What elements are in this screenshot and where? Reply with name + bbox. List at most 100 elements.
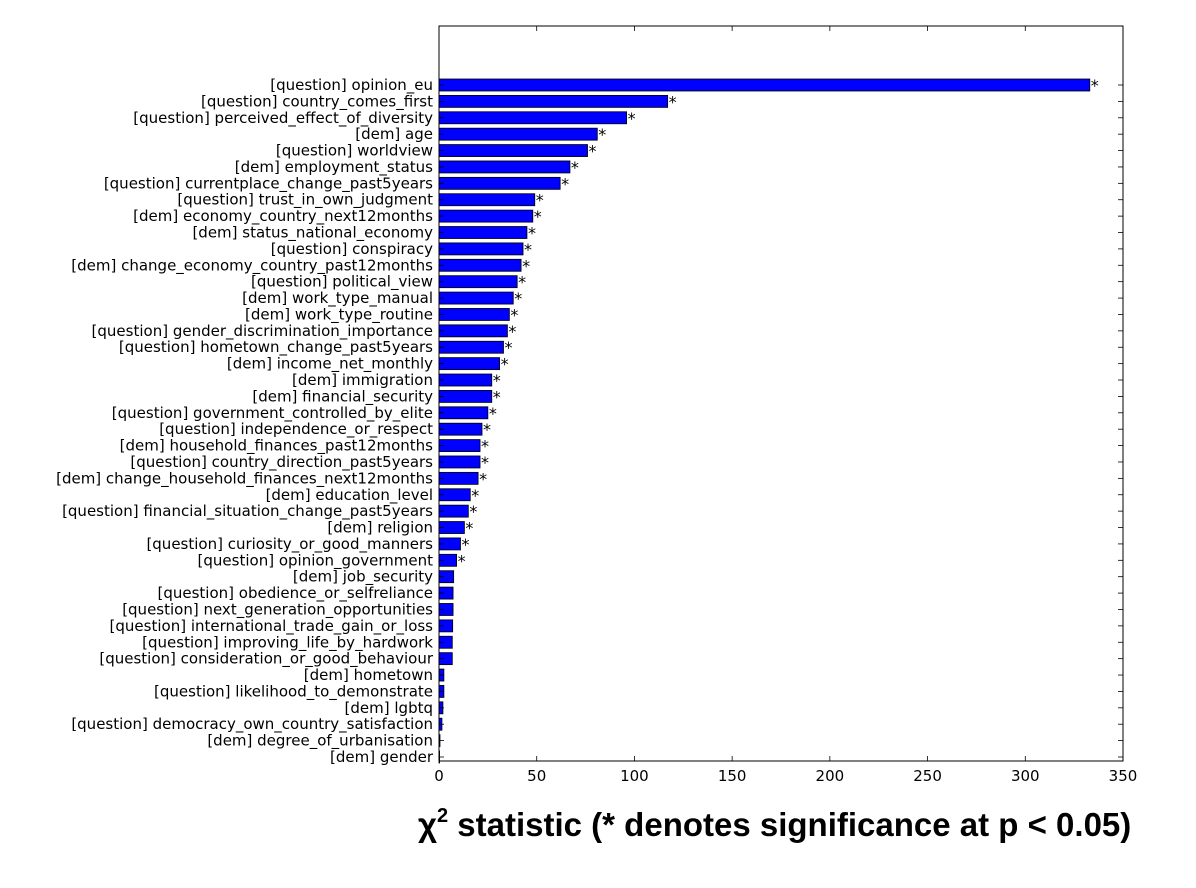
significance-star: *: [536, 191, 544, 210]
x-axis-label: χ2 statistic (* denotes significance at …: [418, 805, 1188, 844]
significance-star: *: [589, 142, 597, 161]
significance-star: *: [508, 322, 516, 341]
category-label: [dem] status_national_economy: [192, 224, 433, 243]
category-label: [question] conspiracy: [271, 240, 433, 258]
bar: [438, 78, 1091, 92]
x-tick-label: 50: [527, 767, 546, 785]
category-label: [dem] income_net_monthly: [227, 355, 433, 374]
category-label: [question] country_direction_past5years: [130, 453, 433, 472]
significance-star: *: [1091, 76, 1099, 95]
category-label: [dem] work_type_manual: [242, 289, 433, 308]
bar: [438, 406, 489, 420]
significance-star: *: [518, 273, 526, 292]
bar: [438, 127, 598, 141]
significance-star: *: [481, 437, 489, 456]
significance-star: *: [628, 109, 636, 128]
bar: [438, 340, 504, 354]
bar: [438, 144, 588, 157]
significance-star: *: [479, 469, 487, 488]
x-axis-label-chi: χ: [418, 806, 437, 843]
category-label: [dem] lgbtq: [345, 699, 433, 717]
category-label: [question] curiosity_or_good_manners: [146, 535, 433, 554]
x-tick-label: 150: [718, 767, 747, 785]
category-label: [dem] economy_country_next12months: [133, 207, 433, 226]
bar: [438, 422, 483, 436]
bar: [438, 160, 571, 174]
category-label: [question] financial_situation_change_pa…: [62, 502, 433, 521]
category-label: [dem] employment_status: [235, 158, 433, 177]
bar: [438, 242, 524, 256]
x-tick-label: 200: [816, 767, 845, 785]
significance-star: *: [493, 371, 501, 390]
category-label: [question] obedience_or_selfreliance: [157, 584, 433, 603]
bar: [438, 94, 669, 108]
category-label: [dem] change_household_finances_next12mo…: [56, 469, 433, 488]
significance-star: *: [510, 305, 518, 324]
significance-star: *: [514, 289, 522, 308]
category-label: [question] improving_life_by_hardwork: [142, 633, 433, 652]
bar: [438, 324, 508, 338]
significance-star: *: [501, 355, 509, 374]
significance-star: *: [471, 486, 479, 505]
category-label: [question] political_view: [251, 273, 433, 292]
category-label: [dem] age: [355, 125, 433, 143]
category-label: [question] next_generation_opportunities: [122, 600, 433, 619]
significance-star: *: [469, 502, 477, 521]
category-label: [question] gender_discrimination_importa…: [92, 322, 433, 341]
bar: [438, 275, 518, 289]
significance-star: *: [504, 338, 512, 357]
x-axis-label-sup: 2: [437, 805, 449, 827]
x-tick-label: 350: [1109, 767, 1138, 785]
category-label: [dem] financial_security: [252, 387, 433, 406]
significance-star: *: [571, 158, 579, 177]
bar: [438, 226, 528, 239]
bar: [438, 176, 561, 190]
significance-star: *: [598, 125, 606, 144]
bar: [438, 471, 479, 485]
significance-star: *: [458, 551, 466, 570]
category-label: [question] independence_or_respect: [159, 420, 433, 439]
bar: [438, 291, 514, 305]
bar: [438, 258, 522, 272]
category-label: [question] hometown_change_past5years: [119, 338, 433, 357]
category-label: [dem] work_type_routine: [245, 305, 433, 324]
significance-star: *: [481, 453, 489, 472]
category-label: [question] worldview: [276, 142, 433, 160]
significance-star: *: [534, 207, 542, 226]
category-label: [dem] immigration: [292, 371, 433, 389]
significance-star: *: [522, 256, 530, 275]
significance-markers: ******************************: [458, 76, 1099, 570]
category-label: [question] opinion_eu: [270, 76, 433, 95]
x-tick-label: 250: [913, 767, 942, 785]
bar: [438, 193, 536, 207]
x-tick-label: 0: [434, 767, 444, 785]
category-label: [dem] hometown: [304, 666, 433, 684]
bar: [438, 373, 493, 387]
category-label: [question] consideration_or_good_behavio…: [99, 650, 433, 669]
x-tick-label: 100: [620, 767, 649, 785]
category-labels: [question] opinion_eu [question] country_…: [56, 76, 434, 766]
category-label: [question] currentplace_change_past5year…: [104, 174, 433, 193]
bar: [438, 439, 481, 452]
x-axis-ticks: 0 50 100 150 200 250 300 350: [434, 26, 1137, 785]
x-tick-label: 300: [1011, 767, 1040, 785]
x-axis-label-rest: statistic (* denotes significance at p <…: [448, 806, 1132, 843]
significance-star: *: [561, 174, 569, 193]
category-label: [dem] education_level: [266, 486, 433, 505]
significance-star: *: [528, 224, 536, 243]
significance-star: *: [461, 535, 469, 554]
category-label: [question] perceived_effect_of_diversity: [133, 109, 433, 128]
significance-star: *: [524, 240, 532, 259]
bar: [438, 390, 493, 403]
category-label: [dem] degree_of_urbanisation: [207, 732, 433, 751]
category-label: [question] likelihood_to_demonstrate: [154, 682, 433, 701]
significance-star: *: [669, 92, 677, 111]
category-label: [dem] religion: [327, 519, 433, 537]
category-label: [question] government_controlled_by_elit…: [112, 404, 433, 423]
bar: [438, 357, 500, 371]
category-label: [dem] household_finances_past12months: [120, 437, 434, 456]
category-label: [question] democracy_own_country_satisfa…: [71, 715, 433, 734]
bar: [438, 111, 628, 125]
significance-star: *: [483, 420, 491, 439]
